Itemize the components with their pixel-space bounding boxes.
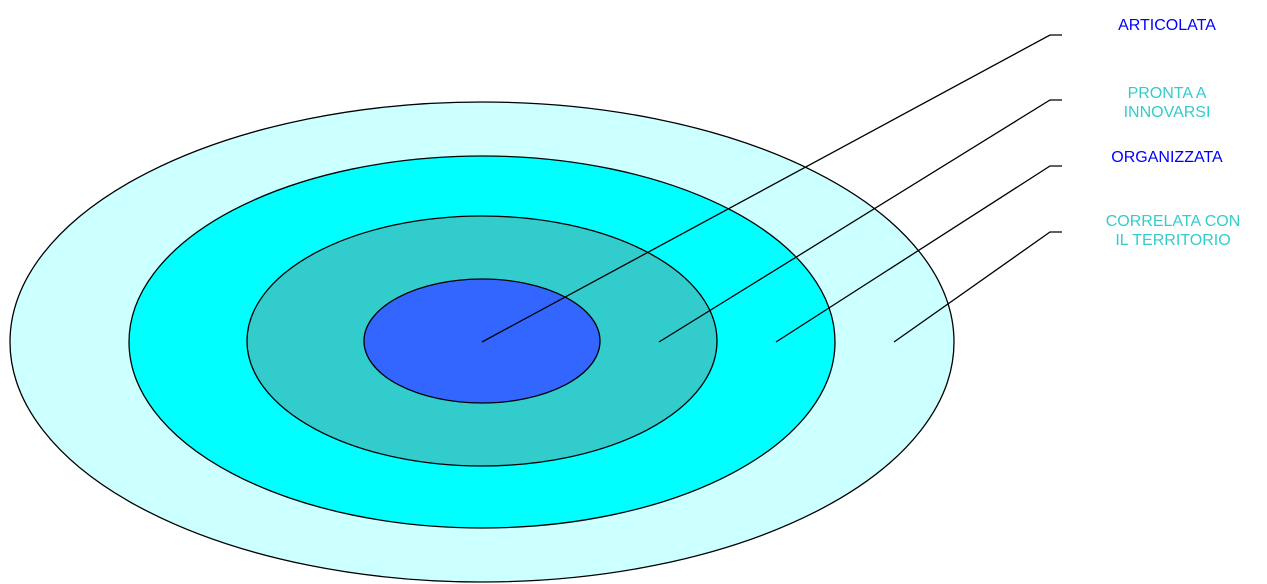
label-pronta-a-innovarsi-line-2: INNOVARSI [1092, 103, 1242, 122]
label-pronta-a-innovarsi-line-1: PRONTA A [1092, 84, 1242, 103]
label-articolata: ARTICOLATA [1092, 16, 1242, 35]
label-organizzata: ORGANIZZATA [1092, 148, 1242, 167]
label-correlata-con-il-territorio: CORRELATA CON IL TERRITORIO [1078, 212, 1267, 250]
label-correlata-con-il-territorio-line-1: CORRELATA CON [1078, 212, 1267, 231]
label-correlata-con-il-territorio-line-2: IL TERRITORIO [1078, 231, 1267, 250]
label-articolata-line-1: ARTICOLATA [1092, 16, 1242, 35]
label-pronta-a-innovarsi: PRONTA A INNOVARSI [1092, 84, 1242, 122]
label-organizzata-line-1: ORGANIZZATA [1092, 148, 1242, 167]
